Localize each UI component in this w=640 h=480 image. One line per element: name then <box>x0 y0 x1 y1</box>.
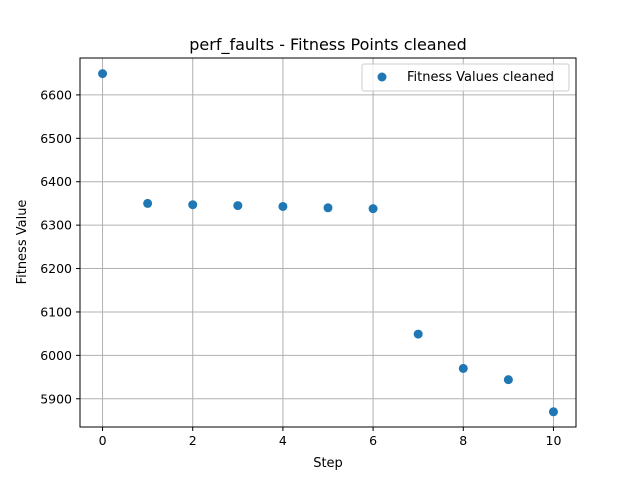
plot-frame <box>79 57 577 428</box>
x-tick-label: 2 <box>189 433 197 448</box>
x-tick-label: 8 <box>459 433 467 448</box>
data-point <box>323 203 333 213</box>
y-tick-label: 6000 <box>40 348 72 363</box>
data-point <box>188 200 198 210</box>
data-point <box>278 201 288 211</box>
data-point <box>413 329 423 339</box>
chart-title: perf_faults - Fitness Points cleaned <box>189 35 466 55</box>
legend-marker <box>377 72 387 82</box>
y-tick-label: 6600 <box>40 87 72 102</box>
legend-box <box>361 63 570 92</box>
legend: Fitness Values cleaned <box>361 63 570 92</box>
data-point <box>548 407 558 417</box>
data-point <box>458 363 468 373</box>
y-axis-label: Fitness Value <box>15 200 30 285</box>
x-tick-label: 10 <box>546 433 562 448</box>
y-tick-label: 6400 <box>40 174 72 189</box>
y-tick-label: 6500 <box>40 131 72 146</box>
x-tick-label: 4 <box>279 433 287 448</box>
x-axis-label: Step <box>313 456 343 471</box>
data-point <box>143 198 153 208</box>
legend-label: Fitness Values cleaned <box>407 70 554 85</box>
x-tick-label: 0 <box>99 433 107 448</box>
data-point <box>233 201 243 211</box>
y-tick-label: 6200 <box>40 261 72 276</box>
data-point <box>98 69 108 79</box>
axis-ticks: 0 2 4 6 8 10 5900 6000 6100 6200 6300 6400 6500 6600 <box>40 87 561 448</box>
data-point <box>368 204 378 214</box>
grid <box>80 58 576 427</box>
data-point <box>503 375 513 385</box>
data-points <box>98 69 558 417</box>
x-tick-label: 6 <box>369 433 377 448</box>
y-tick-label: 5900 <box>40 391 72 406</box>
y-tick-label: 6100 <box>40 304 72 319</box>
y-tick-label: 6300 <box>40 218 72 233</box>
